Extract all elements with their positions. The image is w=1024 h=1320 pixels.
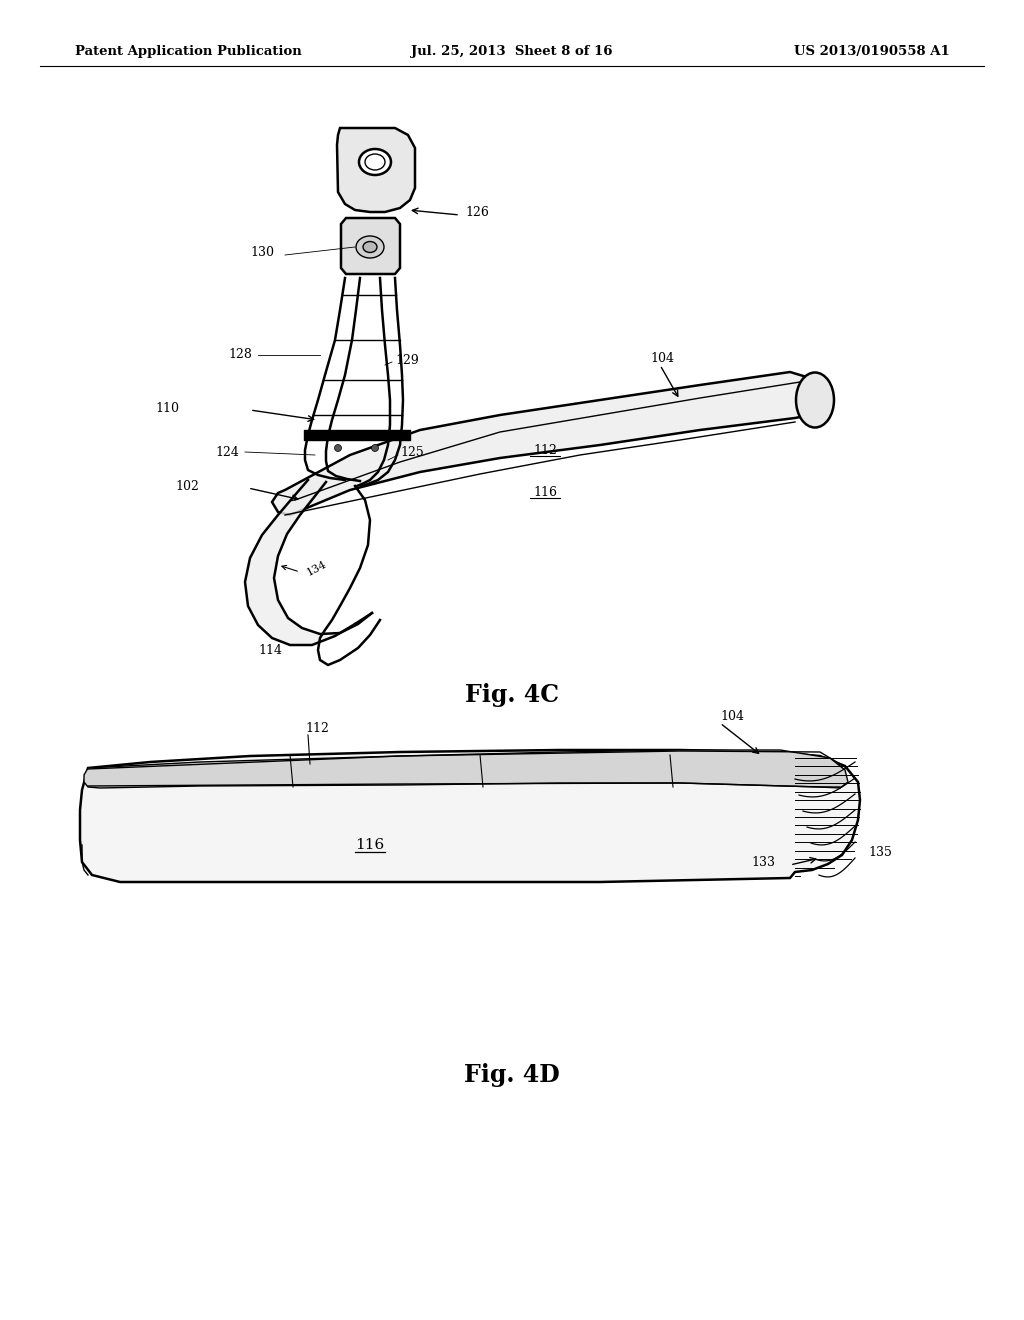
Text: 110: 110	[155, 401, 179, 414]
Text: 104: 104	[650, 351, 674, 364]
Text: Fig. 4D: Fig. 4D	[464, 1063, 560, 1086]
Text: 102: 102	[175, 479, 199, 492]
Text: 114: 114	[258, 644, 282, 656]
Text: 116: 116	[355, 838, 385, 851]
Text: Jul. 25, 2013  Sheet 8 of 16: Jul. 25, 2013 Sheet 8 of 16	[412, 45, 612, 58]
Text: 128: 128	[228, 348, 252, 362]
Ellipse shape	[356, 236, 384, 257]
Polygon shape	[245, 480, 372, 645]
Text: 130: 130	[250, 247, 274, 260]
Text: 134: 134	[305, 558, 329, 577]
Text: 112: 112	[305, 722, 329, 734]
Text: 124: 124	[215, 446, 239, 458]
Text: 126: 126	[465, 206, 488, 219]
Polygon shape	[341, 218, 400, 275]
Text: Fig. 4C: Fig. 4C	[465, 682, 559, 708]
Polygon shape	[80, 750, 860, 882]
Text: 116: 116	[534, 486, 557, 499]
Text: 129: 129	[395, 354, 419, 367]
Text: US 2013/0190558 A1: US 2013/0190558 A1	[795, 45, 950, 58]
Polygon shape	[272, 372, 820, 515]
Text: 125: 125	[400, 446, 424, 458]
Ellipse shape	[362, 242, 377, 252]
Text: 133: 133	[751, 857, 775, 870]
Polygon shape	[337, 128, 415, 213]
Ellipse shape	[359, 149, 391, 176]
Text: 112: 112	[534, 444, 557, 457]
Text: Patent Application Publication: Patent Application Publication	[75, 45, 302, 58]
Ellipse shape	[372, 445, 379, 451]
Text: 135: 135	[868, 846, 892, 858]
Text: 104: 104	[720, 710, 744, 723]
Ellipse shape	[335, 445, 341, 451]
Ellipse shape	[796, 372, 834, 428]
Ellipse shape	[365, 154, 385, 170]
Polygon shape	[84, 750, 848, 788]
